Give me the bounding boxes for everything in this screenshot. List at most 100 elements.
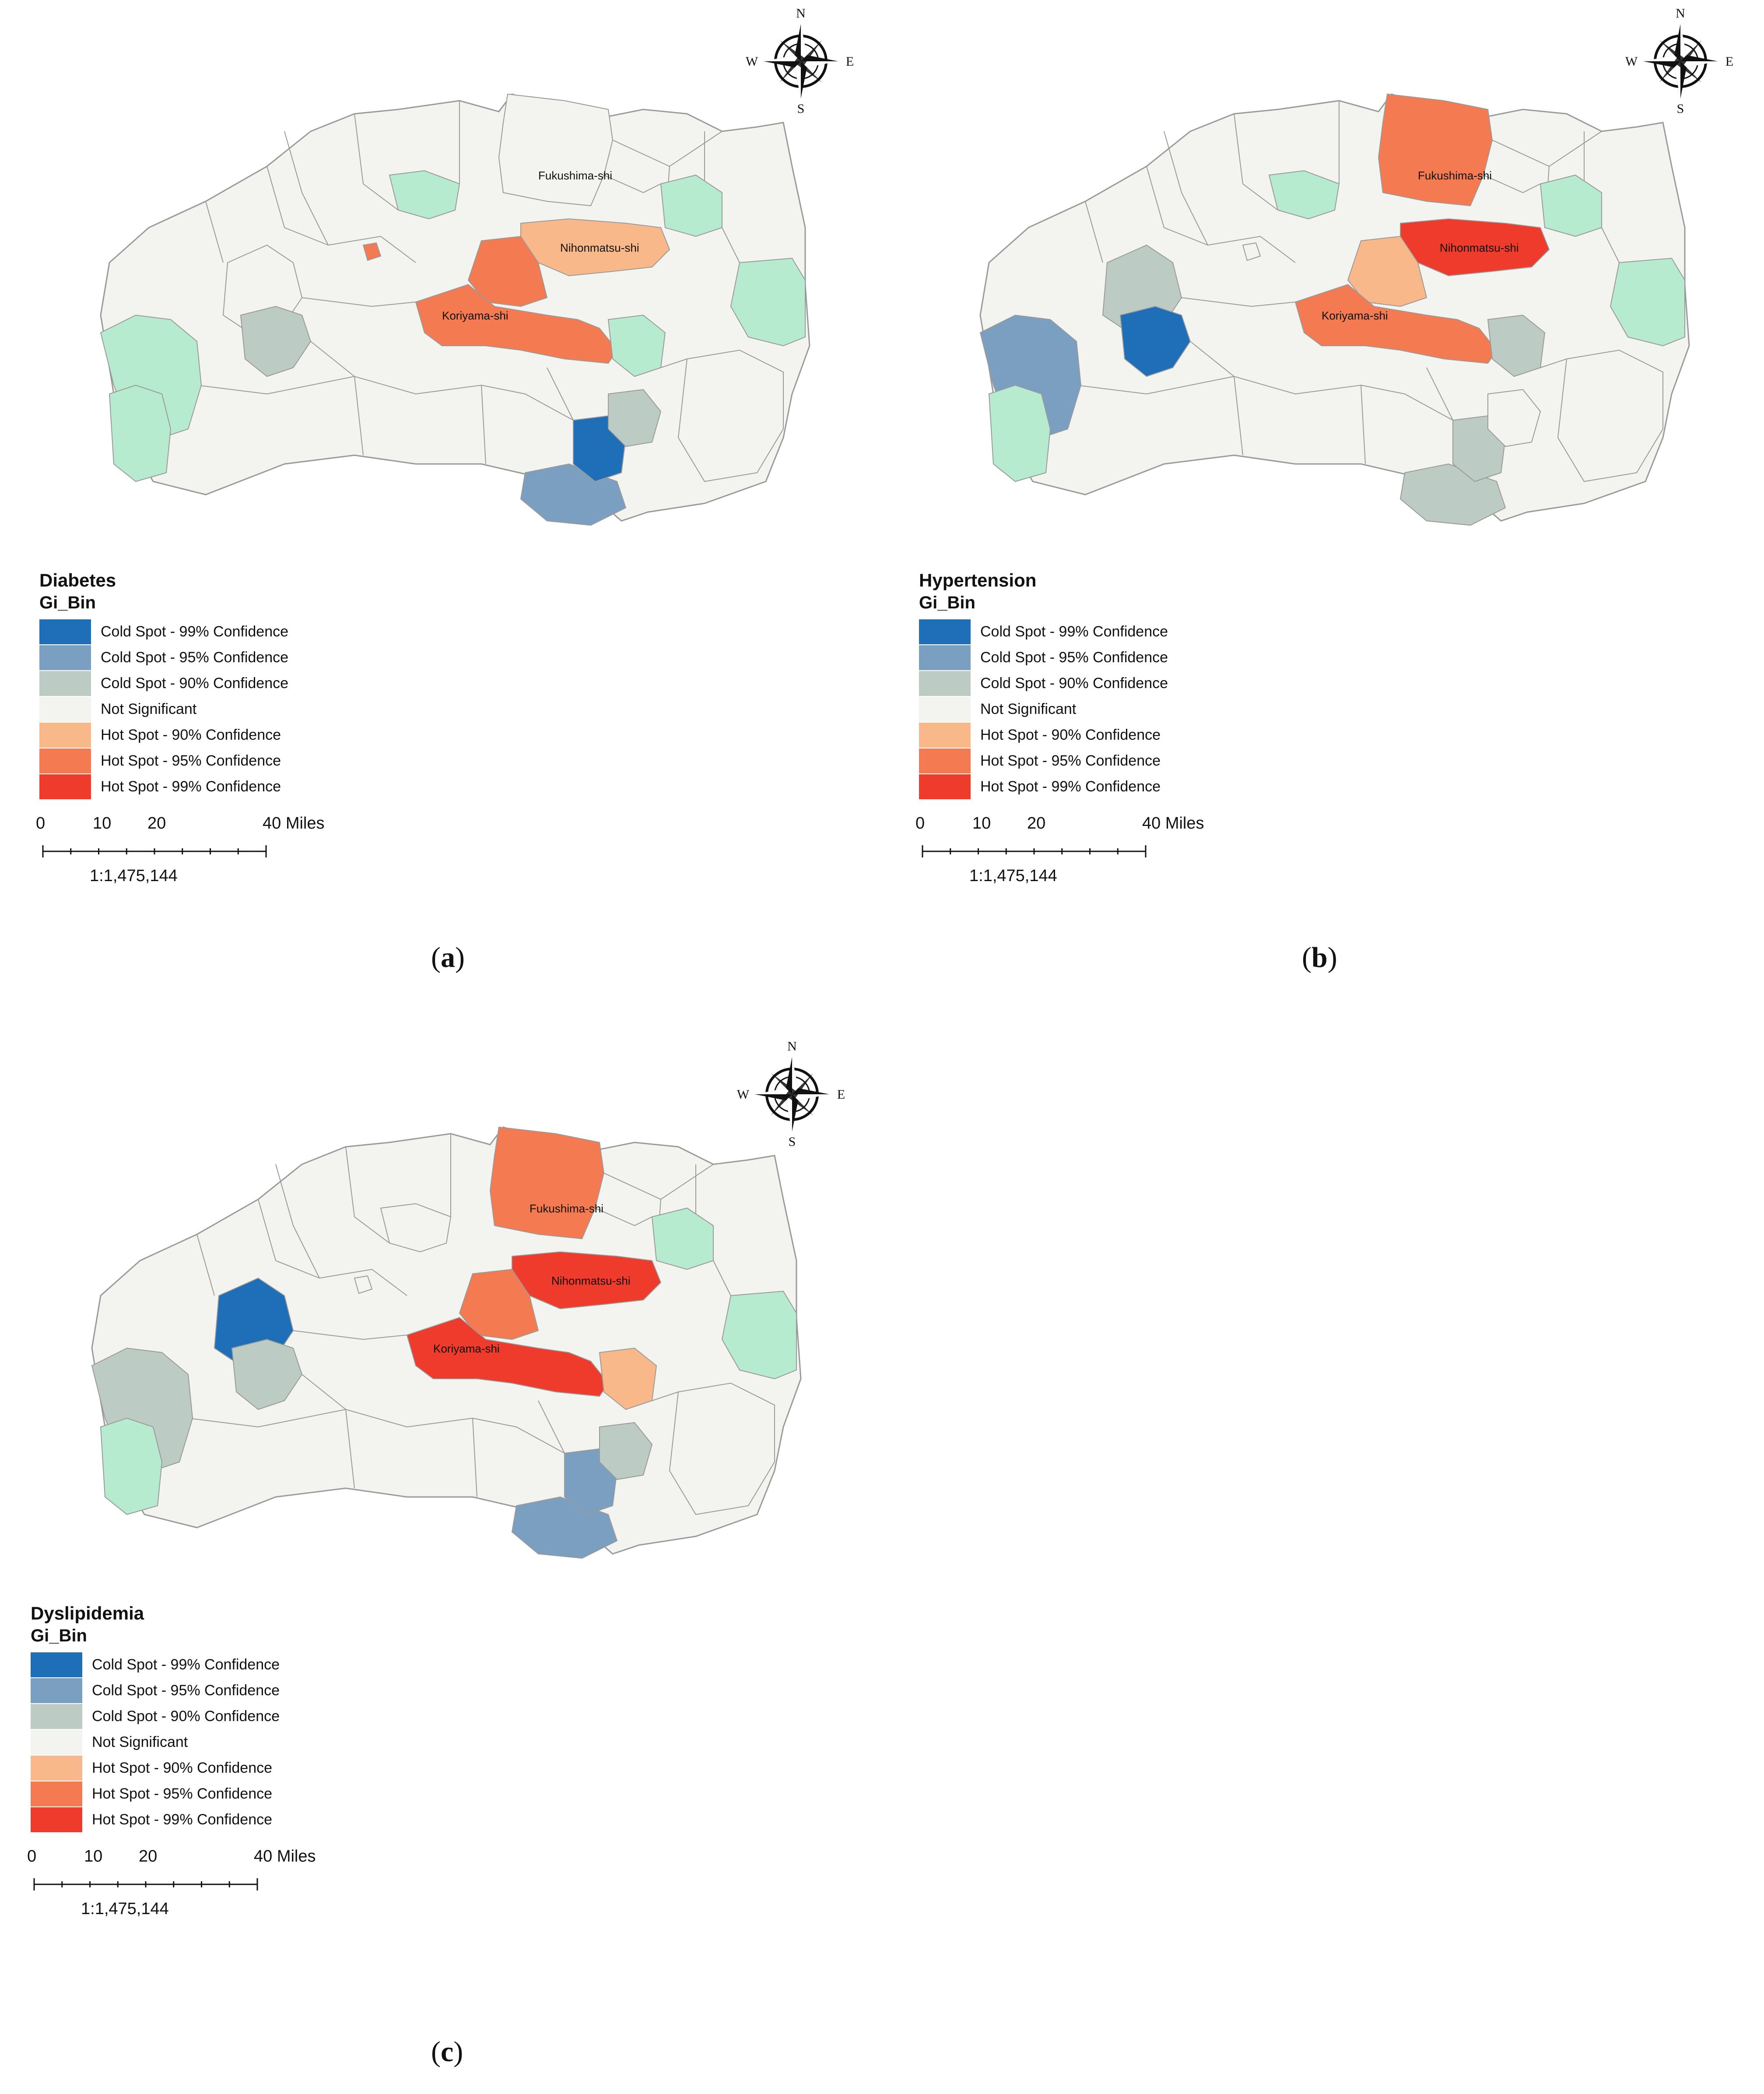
compass-rose-icon: N S W E: [746, 6, 854, 116]
scale-bar-line: [42, 845, 267, 857]
region-fukushima: [1378, 93, 1493, 207]
place-label-koriyama: Koriyama-shi: [442, 309, 509, 322]
legend-swatch: [31, 1807, 82, 1832]
legend-swatch: [39, 748, 91, 773]
legend-label: Cold Spot - 99% Confidence: [101, 623, 289, 640]
legend-label: Hot Spot - 90% Confidence: [101, 727, 281, 743]
legend-item: Hot Spot - 95% Confidence: [39, 748, 433, 774]
legend-label: Hot Spot - 90% Confidence: [92, 1760, 273, 1776]
compass-e-label: E: [1725, 54, 1733, 69]
municipal-boundary: [603, 175, 661, 193]
municipal-boundary: [595, 1208, 652, 1226]
scale-bar: 0 10 20 40 Miles 1:1,475,144: [915, 814, 1269, 902]
region-soma-coast: [1610, 257, 1685, 347]
legend-swatch: [39, 671, 91, 696]
region-small-west: [1242, 242, 1261, 261]
municipal-boundary: [275, 1164, 320, 1279]
legend-item: Hot Spot - 90% Confidence: [919, 722, 1313, 748]
compass-e-label: E: [837, 1087, 845, 1102]
scale-tick-label: 0: [27, 1847, 37, 1866]
legend-swatch: [919, 645, 971, 670]
scale-ratio: 1:1,475,144: [90, 867, 178, 885]
region-nihonmatsu-south: [1347, 235, 1427, 307]
legend-swatch: [31, 1704, 82, 1729]
scale-tick-label: 0: [915, 814, 925, 833]
legend-item: Cold Spot - 95% Confidence: [31, 1678, 424, 1704]
legend-label: Cold Spot - 90% Confidence: [101, 675, 289, 692]
scale-tick-label: 10: [84, 1847, 103, 1866]
region-soma-coast: [730, 257, 806, 347]
municipal-boundary: [1361, 385, 1366, 464]
legend-item: Cold Spot - 95% Confidence: [919, 645, 1313, 671]
legend-swatch: [39, 723, 91, 748]
legend-label: Not Significant: [980, 701, 1077, 717]
region-minamiaizu: [100, 1417, 163, 1515]
choropleth-map: Fukushima-shi Nihonmatsu-shi Koriyama-shi N…: [100, 6, 854, 526]
scale-tick-label: 10: [93, 814, 112, 833]
scale-tick-label: 40 Miles: [263, 814, 325, 833]
choropleth-map: Fukushima-shi Nihonmatsu-shi Koriyama-shi N…: [91, 1039, 845, 1559]
legend-item: Cold Spot - 90% Confidence: [919, 671, 1313, 696]
legend-swatch: [39, 645, 91, 670]
legend-swatch: [31, 1781, 82, 1806]
legend-swatch: [39, 619, 91, 644]
municipal-boundary: [196, 376, 355, 395]
legend-item: Hot Spot - 90% Confidence: [39, 722, 433, 748]
region-hanawa: [599, 1422, 653, 1480]
region-hanawa: [1487, 389, 1541, 447]
legend-swatch: [39, 697, 91, 722]
legend-item: Hot Spot - 95% Confidence: [919, 748, 1313, 774]
municipal-boundary: [284, 131, 329, 246]
scale-ratio: 1:1,475,144: [81, 1900, 169, 1918]
region-minamiaizu: [109, 384, 172, 482]
legend-label: Hot Spot - 99% Confidence: [92, 1811, 273, 1828]
region-sukagawa-south: [607, 314, 666, 377]
municipal-boundary: [293, 1330, 407, 1340]
legend-swatch: [919, 619, 971, 644]
scale-tick-label: 10: [972, 814, 991, 833]
municipal-boundary: [1085, 201, 1103, 263]
municipal-boundary: [345, 1146, 390, 1244]
legend-label: Cold Spot - 90% Confidence: [980, 675, 1168, 692]
region-minamiaizu: [988, 384, 1051, 482]
region-nihonmatsu-south: [467, 235, 548, 307]
municipal-boundary: [538, 1400, 565, 1454]
compass-w-label: W: [746, 54, 758, 69]
municipal-boundary: [302, 1374, 565, 1454]
place-label-fukushima: Fukushima-shi: [530, 1202, 603, 1215]
legend-item: Hot Spot - 99% Confidence: [39, 774, 433, 800]
place-label-fukushima: Fukushima-shi: [538, 169, 612, 182]
municipal-boundary: [1483, 175, 1541, 193]
municipal-boundary: [1234, 376, 1243, 456]
legend-label: Hot Spot - 99% Confidence: [980, 778, 1161, 795]
municipal-boundary: [1076, 376, 1234, 395]
region-iwaki: [1557, 349, 1663, 482]
region-sukagawa-south: [1487, 314, 1546, 377]
region-central-west: [1119, 306, 1191, 377]
legend-label: Not Significant: [92, 1734, 188, 1750]
municipal-boundary: [660, 358, 687, 368]
legend-label: Not Significant: [101, 701, 197, 717]
compass-s-label: S: [789, 1135, 796, 1149]
legend-swatch: [919, 723, 971, 748]
map-panel-a: Fukushima-shi Nihonmatsu-shi Koriyama-shi N…: [22, 0, 854, 985]
legend-field: Gi_Bin: [919, 593, 975, 612]
municipal-boundary: [310, 341, 574, 421]
municipal-boundary: [722, 227, 740, 263]
legend-swatch: [31, 1652, 82, 1677]
legend-swatch: [31, 1678, 82, 1703]
municipal-boundary: [1190, 341, 1453, 421]
place-label-nihonmatsu: Nihonmatsu-shi: [560, 241, 639, 254]
scale-tick-label: 0: [36, 814, 46, 833]
municipal-boundary: [713, 1260, 731, 1296]
region-fukushima: [498, 93, 614, 207]
legend-title: Diabetes: [39, 570, 116, 590]
scale-tick-label: 20: [139, 1847, 158, 1866]
choropleth-map: Fukushima-shi Nihonmatsu-shi Koriyama-shi N…: [979, 6, 1733, 526]
region-central-west: [231, 1339, 303, 1410]
legend-item: Hot Spot - 99% Confidence: [31, 1807, 424, 1833]
scale-tick-label: 20: [1027, 814, 1046, 833]
scale-bar-line: [33, 1878, 258, 1890]
place-label-nihonmatsu: Nihonmatsu-shi: [551, 1274, 631, 1287]
compass-rose-icon: N S W E: [737, 1039, 845, 1149]
